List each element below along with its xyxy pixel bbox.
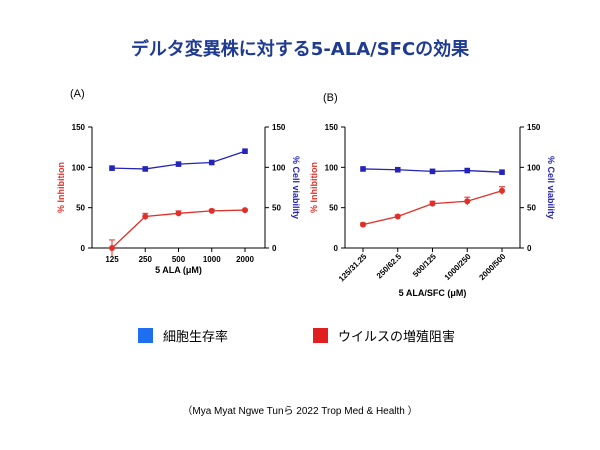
legend-swatch-red xyxy=(313,328,328,343)
data-point-cell-viability xyxy=(429,168,436,175)
slide-title: デルタ変異株に対する5-ALA/SFCの効果 xyxy=(130,39,470,60)
left-y-tick-label: 0 xyxy=(334,244,339,253)
data-point-inhibition xyxy=(464,198,471,205)
right-y-tick-label: 0 xyxy=(527,244,532,253)
x-tick-label: 250 xyxy=(139,255,153,264)
right-y-tick-label: 150 xyxy=(527,123,541,132)
legend-item-cell-viability: 細胞生存率 xyxy=(138,326,228,345)
right-y-axis-label: % Cell viability xyxy=(291,156,301,219)
right-y-tick-label: 150 xyxy=(272,123,286,132)
x-tick-label: 1000 xyxy=(203,255,221,264)
x-tick-label: 250/62.5 xyxy=(375,252,404,281)
x-tick-label: 500/125 xyxy=(411,252,438,279)
right-y-tick-label: 50 xyxy=(272,204,281,213)
citation: （Mya Myat Ngwe Tunら 2022 Trop Med & Heal… xyxy=(182,406,418,417)
x-tick-label: 125/31.25 xyxy=(337,252,369,284)
left-y-tick-label: 150 xyxy=(72,123,86,132)
x-tick-label: 125 xyxy=(105,255,119,264)
x-tick-label: 1000/250 xyxy=(443,252,473,282)
right-y-axis-label: % Cell viability xyxy=(546,156,556,219)
x-tick-label: 2000/500 xyxy=(477,252,507,282)
data-point-inhibition xyxy=(109,245,115,251)
legend-label-inhibition: ウイルスの増殖阻害 xyxy=(338,330,456,345)
legend-swatch-blue xyxy=(138,328,153,343)
legend-label-cell-viability: 細胞生存率 xyxy=(163,330,229,345)
x-axis-label: 5 ALA (μM) xyxy=(155,265,202,275)
data-point-inhibition xyxy=(360,221,366,228)
right-y-tick-label: 100 xyxy=(272,163,286,172)
panel-a-label: (A) xyxy=(70,88,85,100)
data-point-cell-viability xyxy=(175,161,182,167)
right-y-tick-label: 100 xyxy=(527,163,541,172)
left-y-tick-label: 50 xyxy=(329,204,338,213)
right-y-tick-label: 50 xyxy=(527,204,536,213)
data-point-cell-viability xyxy=(142,166,149,172)
data-point-cell-viability xyxy=(464,167,471,174)
data-point-inhibition xyxy=(175,210,182,217)
left-y-tick-label: 100 xyxy=(72,163,86,172)
left-y-tick-label: 0 xyxy=(81,244,86,253)
data-point-cell-viability xyxy=(499,169,505,175)
data-point-cell-viability xyxy=(109,165,115,171)
left-y-tick-label: 100 xyxy=(325,163,339,172)
panel-b-label: (B) xyxy=(323,92,338,104)
x-axis-label: 5 ALA/SFC (μM) xyxy=(399,288,467,298)
left-y-axis-label: % Inhibition xyxy=(56,162,66,213)
x-tick-label: 500 xyxy=(172,255,186,264)
data-point-cell-viability xyxy=(208,159,215,166)
data-point-cell-viability xyxy=(242,148,248,154)
data-point-cell-viability xyxy=(360,166,366,172)
data-point-inhibition xyxy=(242,207,248,214)
data-point-inhibition xyxy=(394,213,401,220)
left-y-tick-label: 50 xyxy=(76,204,85,213)
data-point-inhibition xyxy=(208,207,215,214)
data-point-cell-viability xyxy=(394,166,401,173)
left-y-axis-label: % Inhibition xyxy=(309,162,319,213)
x-tick-label: 2000 xyxy=(236,255,254,264)
right-y-tick-label: 0 xyxy=(272,244,277,253)
data-point-inhibition xyxy=(499,187,505,194)
left-y-tick-label: 150 xyxy=(325,123,339,132)
data-point-inhibition xyxy=(142,213,149,220)
series-line-inhibition xyxy=(362,190,503,226)
legend-item-inhibition: ウイルスの増殖阻害 xyxy=(313,326,455,345)
data-point-inhibition xyxy=(429,200,436,207)
